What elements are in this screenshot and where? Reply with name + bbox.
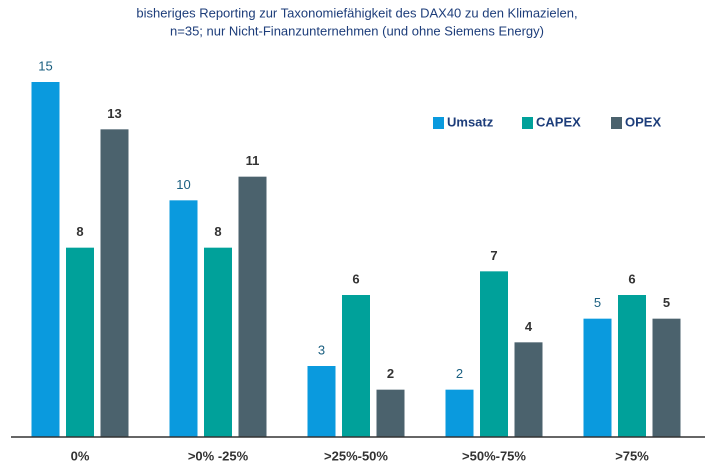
bar	[342, 295, 370, 437]
data-label: 7	[490, 248, 497, 263]
bar	[204, 247, 232, 437]
data-label: 13	[107, 106, 121, 121]
data-label: 6	[628, 271, 635, 286]
data-label: 4	[525, 319, 533, 334]
chart-title: n=35; nur Nicht-Finanzunternehmen (und o…	[170, 23, 544, 38]
data-label: 2	[387, 366, 394, 381]
bar	[514, 342, 543, 437]
data-label: 6	[352, 271, 359, 286]
legend-swatch	[433, 117, 444, 129]
legend-swatch	[522, 117, 533, 129]
data-label: 2	[456, 366, 463, 381]
bar	[445, 389, 474, 437]
legend-label: CAPEX	[536, 114, 581, 129]
data-label: 5	[594, 295, 601, 310]
bar	[31, 82, 60, 437]
data-label: 8	[76, 224, 83, 239]
legend-swatch	[611, 117, 622, 129]
bar	[307, 366, 336, 437]
x-tick-label: >75%	[615, 448, 649, 463]
data-label: 3	[318, 342, 325, 357]
data-label: 5	[663, 295, 670, 310]
chart-title: bisheriges Reporting zur Taxonomiefähigk…	[136, 5, 577, 20]
bar	[652, 318, 681, 437]
bar	[100, 129, 129, 438]
bar	[66, 247, 94, 437]
bar	[618, 295, 646, 437]
data-label: 8	[214, 224, 221, 239]
x-tick-label: >0% -25%	[188, 448, 249, 463]
bar	[169, 200, 198, 437]
x-tick-label: >25%-50%	[324, 448, 388, 463]
bar	[583, 318, 612, 437]
x-tick-label: 0%	[71, 448, 90, 463]
x-tick-label: >50%-75%	[462, 448, 526, 463]
bar	[480, 271, 508, 437]
bar	[238, 176, 267, 437]
bar	[376, 389, 405, 437]
legend-label: OPEX	[625, 114, 661, 129]
legend-label: Umsatz	[447, 114, 494, 129]
data-label: 15	[38, 58, 52, 73]
data-label: 11	[246, 153, 260, 168]
data-label: 10	[176, 177, 190, 192]
